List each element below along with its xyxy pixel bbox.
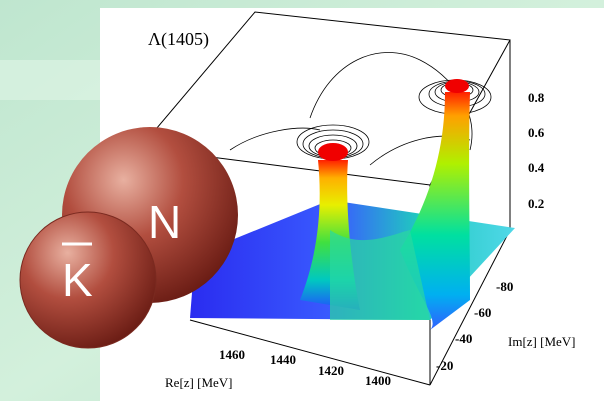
figure: 0.8 0.6 0.4 0.2 -80 -60 -40 -20 1460 144… [0, 0, 604, 401]
im-tick-label: -60 [474, 305, 491, 320]
re-tick-label: 1460 [219, 347, 245, 362]
im-tick-label: -20 [436, 358, 453, 373]
re-tick-label: 1400 [365, 373, 391, 388]
im-axis-label: Im[z] [MeV] [508, 334, 576, 349]
ball-label: K [62, 254, 93, 306]
z-tick-label: 0.8 [528, 90, 545, 105]
bg-tile [0, 60, 100, 100]
z-tick-label: 0.4 [528, 160, 545, 175]
peak-top [445, 79, 469, 93]
im-tick-label: -80 [496, 279, 513, 294]
z-tick-label: 0.6 [528, 125, 545, 140]
re-tick-label: 1420 [318, 363, 344, 378]
z-tick-label: 0.2 [528, 196, 544, 211]
im-tick-label: -40 [455, 331, 472, 346]
re-tick-label: 1440 [270, 352, 296, 367]
re-axis-label: Re[z] [MeV] [165, 375, 233, 390]
peak-top [318, 143, 348, 161]
title: Λ(1405) [148, 29, 209, 50]
ball-label: N [148, 196, 181, 248]
